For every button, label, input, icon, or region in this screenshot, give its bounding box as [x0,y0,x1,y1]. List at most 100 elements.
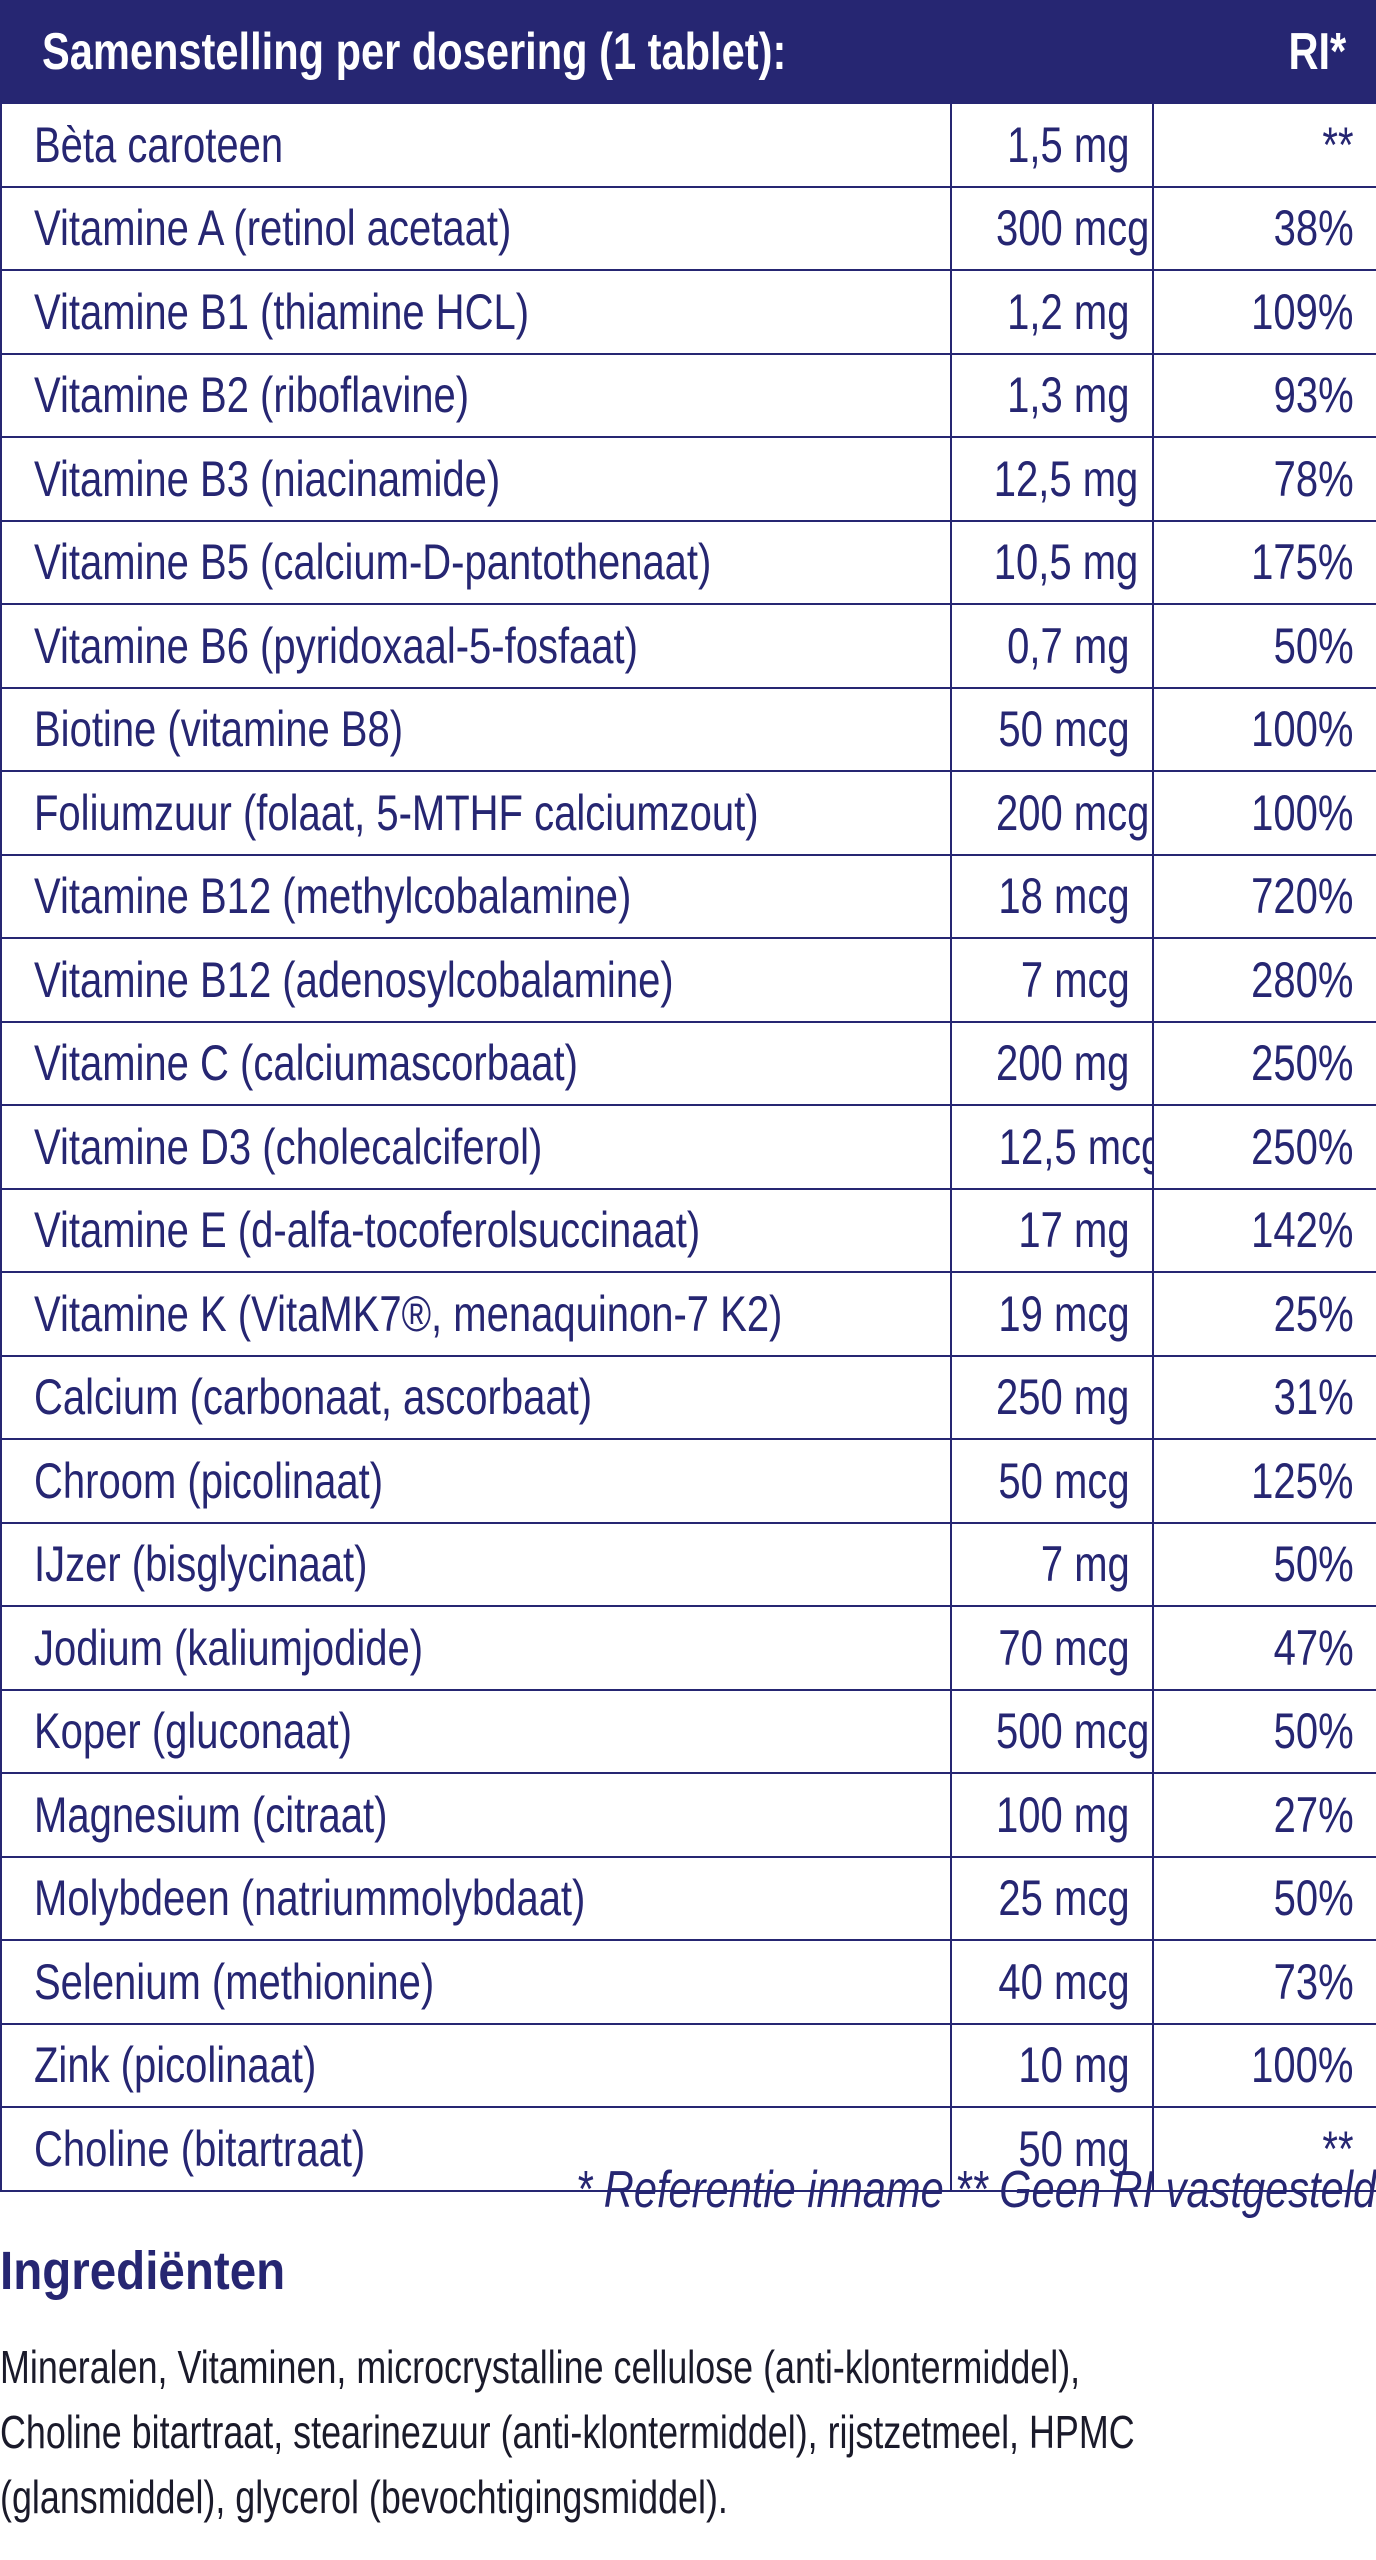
table-row: Vitamine B1 (thiamine HCL) 1,2 mg 109% [0,269,1376,355]
nutrient-ri: 47% [1273,1619,1354,1676]
table-row: Chroom (picolinaat) 50 mcg 125% [0,1438,1376,1524]
table-row: Zink (picolinaat) 10 mg 100% [0,2022,1376,2108]
nutrient-amount: 19 mcg [998,1285,1130,1342]
nutrient-name: Magnesium (citraat) [34,1786,388,1843]
table-row: Bèta caroteen 1,5 mg ** [0,102,1376,188]
nutrient-name-cell: Vitamine B5 (calcium-D-pantothenaat) [0,519,952,605]
table-row: Vitamine B12 (methylcobalamine) 18 mcg 720… [0,853,1376,939]
table-row: Vitamine A (retinol acetaat) 300 mcg 38% [0,185,1376,271]
nutrient-ri: 50% [1273,1870,1354,1927]
nutrient-name-cell: Vitamine B1 (thiamine HCL) [0,269,952,355]
nutrient-name-cell: Bèta caroteen [0,102,952,188]
nutrient-ri-cell: 720% [1152,853,1376,939]
nutrient-name-cell: Vitamine B12 (adenosylcobalamine) [0,937,952,1023]
ingredients-line: Mineralen, Vitaminen, microcrystalline c… [0,2341,1081,2393]
nutrient-amount-cell: 10,5 mg [949,519,1155,605]
nutrient-ri: 100% [1251,701,1354,758]
nutrient-ri: ** [1322,2120,1354,2177]
nutrient-amount-cell: 200 mg [949,1020,1155,1106]
nutrient-name: Zink (picolinaat) [34,2037,317,2094]
nutrient-name-cell: Jodium (kaliumjodide) [0,1605,952,1691]
nutrient-name-cell: Vitamine B12 (methylcobalamine) [0,853,952,939]
footnote: * Referentie inname ** Geen RI vastgeste… [376,2160,1376,2220]
nutrient-name-cell: Calcium (carbonaat, ascorbaat) [0,1354,952,1440]
table-row: Vitamine C (calciumascorbaat) 200 mg 250% [0,1020,1376,1106]
nutrient-ri-cell: 93% [1152,352,1376,438]
nutrient-ri-cell: ** [1152,102,1376,188]
nutrient-amount: 10,5 mg [993,534,1139,591]
nutrient-amount-cell: 40 mcg [949,1939,1155,2025]
nutrient-amount-cell: 50 mg [949,2106,1155,2192]
nutrient-amount: 200 mg [996,1035,1130,1092]
nutrient-name: Vitamine C (calciumascorbaat) [34,1035,578,1092]
header-ri-text: RI* [1288,23,1347,81]
table-row: Vitamine B12 (adenosylcobalamine) 7 mcg 28… [0,937,1376,1023]
nutrient-name: Choline (bitartraat) [34,2120,366,2177]
nutrient-amount-cell: 10 mg [949,2022,1155,2108]
nutrient-ri-cell: 73% [1152,1939,1376,2025]
nutrient-amount: 1,2 mg [1007,283,1130,340]
nutrient-amount-cell: 19 mcg [949,1271,1155,1357]
nutrient-ri-cell: 100% [1152,2022,1376,2108]
nutrient-name-cell: Vitamine E (d-alfa-tocoferolsuccinaat) [0,1187,952,1273]
nutrient-ri-cell: 280% [1152,937,1376,1023]
nutrient-ri-cell: 50% [1152,1855,1376,1941]
nutrient-name: Vitamine B1 (thiamine HCL) [34,283,530,340]
table-row: Molybdeen (natriummolybdaat) 25 mcg 50% [0,1855,1376,1941]
ingredients-title: Ingrediënten [0,2240,324,2302]
nutrient-ri-cell: 250% [1152,1104,1376,1190]
nutrient-amount: 1,5 mg [1007,116,1130,173]
nutrient-ri-cell: 175% [1152,519,1376,605]
nutrient-name: Selenium (methionine) [34,1953,435,2010]
nutrient-name-cell: Chroom (picolinaat) [0,1438,952,1524]
nutrient-amount-cell: 0,7 mg [949,603,1155,689]
nutrient-amount-cell: 7 mg [949,1521,1155,1607]
nutrient-amount-cell: 1,3 mg [949,352,1155,438]
nutrient-name: Bèta caroteen [34,116,284,173]
nutrient-ri-cell: 250% [1152,1020,1376,1106]
ingredients-title-text: Ingrediënten [0,2241,286,2301]
nutrient-name: Vitamine B6 (pyridoxaal-5-fosfaat) [34,617,638,674]
nutrient-amount: 250 mg [996,1369,1130,1426]
nutrient-ri-cell: 125% [1152,1438,1376,1524]
nutrient-ri: 720% [1251,868,1354,925]
nutrient-amount-cell: 12,5 mg [949,436,1155,522]
nutrient-amount: 17 mg [1018,1202,1130,1259]
nutrient-ri: 100% [1251,784,1354,841]
table-row: Choline (bitartraat) 50 mg ** [0,2106,1376,2192]
nutrient-ri-cell: 50% [1152,1521,1376,1607]
nutrient-ri-cell: 25% [1152,1271,1376,1357]
nutrient-ri: 142% [1251,1202,1354,1259]
table-row: Vitamine B5 (calcium-D-pantothenaat) 10,5… [0,519,1376,605]
nutrient-amount-cell: 18 mcg [949,853,1155,939]
nutrient-amount-cell: 50 mcg [949,1438,1155,1524]
nutrient-amount-cell: 50 mcg [949,686,1155,772]
nutrient-amount: 50 mg [1018,2120,1130,2177]
table-row: Koper (gluconaat) 500 mcg 50% [0,1688,1376,1774]
nutrient-ri: 78% [1273,450,1354,507]
nutrient-amount-cell: 200 mcg [949,770,1155,856]
nutrient-name-cell: IJzer (bisglycinaat) [0,1521,952,1607]
nutrient-amount: 1,3 mg [1007,367,1130,424]
nutrient-name: Molybdeen (natriummolybdaat) [34,1870,586,1927]
table-header: Samenstelling per dosering (1 tablet): R… [0,0,1376,104]
nutrient-name: Vitamine D3 (cholecalciferol) [34,1118,543,1175]
nutrient-name: Vitamine B2 (riboflavine) [34,367,470,424]
header-label: Samenstelling per dosering (1 tablet): [0,0,1155,104]
nutrient-amount: 50 mcg [998,1452,1130,1509]
nutrient-ri: 31% [1273,1369,1354,1426]
nutrient-ri: 27% [1273,1786,1354,1843]
nutrient-ri-cell: 100% [1152,686,1376,772]
ingredients-line: (glansmiddel), glycerol (bevochtigingsmi… [0,2471,728,2523]
nutrient-name-cell: Koper (gluconaat) [0,1688,952,1774]
nutrient-amount-cell: 12,5 mcg [949,1104,1155,1190]
nutrient-amount: 40 mcg [998,1953,1130,2010]
table-row: Foliumzuur (folaat, 5-MTHF calciumzout) 2… [0,770,1376,856]
nutrient-name: Vitamine K (VitaMK7®, menaquinon-7 K2) [34,1285,783,1342]
nutrient-amount: 500 mcg [995,1703,1150,1760]
nutrient-ri-cell: 47% [1152,1605,1376,1691]
composition-table: Samenstelling per dosering (1 tablet): R… [0,0,1376,2192]
nutrient-ri: 93% [1273,367,1354,424]
nutrient-name-cell: Molybdeen (natriummolybdaat) [0,1855,952,1941]
nutrient-amount: 100 mg [996,1786,1130,1843]
